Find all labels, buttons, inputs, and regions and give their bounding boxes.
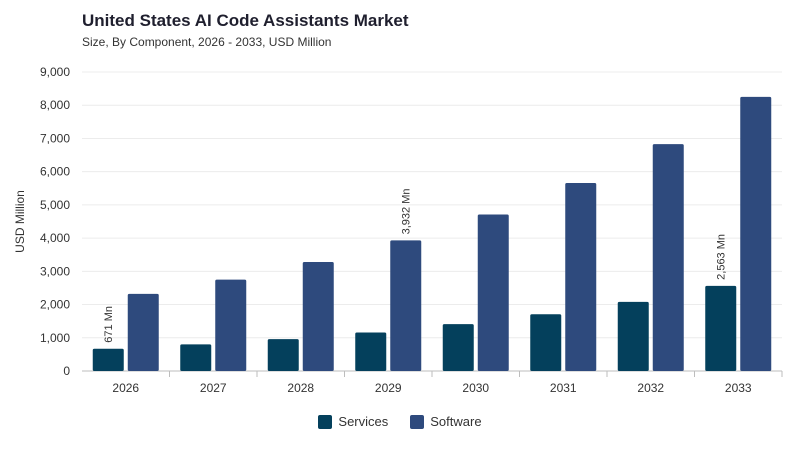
bar-services-2026 [92,348,124,371]
x-tick-label: 2028 [287,381,314,395]
x-tick-label: 2032 [637,381,664,395]
x-tick-label: 2027 [200,381,227,395]
y-axis-label: USD Million [13,190,27,253]
bar-software-2031 [565,182,597,371]
x-tick-label: 2030 [462,381,489,395]
x-tick-label: 2033 [725,381,752,395]
y-tick-label: 4,000 [40,231,70,245]
x-tick-label: 2026 [112,381,139,395]
y-tick-label: 3,000 [40,264,70,278]
y-tick-label: 1,000 [40,331,70,345]
bar-services-2032 [617,301,649,371]
bar-software-2028 [302,262,334,371]
bar-services-2033 [705,285,737,371]
y-tick-label: 6,000 [40,165,70,179]
bar-services-2029 [355,332,387,371]
data-label: 2,563 Mn [716,234,728,280]
legend-item-software[interactable]: Software [410,414,482,429]
legend-swatch-services [318,414,333,429]
x-tick-label: 2031 [550,381,577,395]
bar-services-2030 [442,324,474,371]
bar-services-2027 [180,344,212,371]
y-tick-label: 0 [63,364,70,378]
y-tick-label: 9,000 [40,65,70,79]
bar-software-2029 [390,240,422,371]
y-tick-label: 2,000 [40,298,70,312]
y-tick-label: 7,000 [40,131,70,145]
bar-software-2026 [127,293,159,371]
legend: Services Software [0,414,800,429]
y-tick-label: 8,000 [40,98,70,112]
chart-subtitle: Size, By Component, 2026 - 2033, USD Mil… [82,35,332,49]
bar-software-2027 [215,279,247,371]
legend-item-services[interactable]: Services [318,414,388,429]
legend-label-services: Services [338,414,389,429]
bar-software-2033 [740,96,772,372]
bar-software-2032 [652,144,684,371]
x-tick-label: 2029 [375,381,402,395]
chart-title: United States AI Code Assistants Market [82,11,409,30]
y-tick-label: 5,000 [40,198,70,212]
data-label: 3,932 Mn [401,188,413,234]
data-label: 671 Mn [103,306,115,343]
legend-label-software: Software [430,414,482,429]
legend-swatch-software [410,414,425,429]
bar-software-2030 [477,214,509,371]
bar-services-2028 [267,339,299,371]
bar-services-2031 [530,314,562,371]
